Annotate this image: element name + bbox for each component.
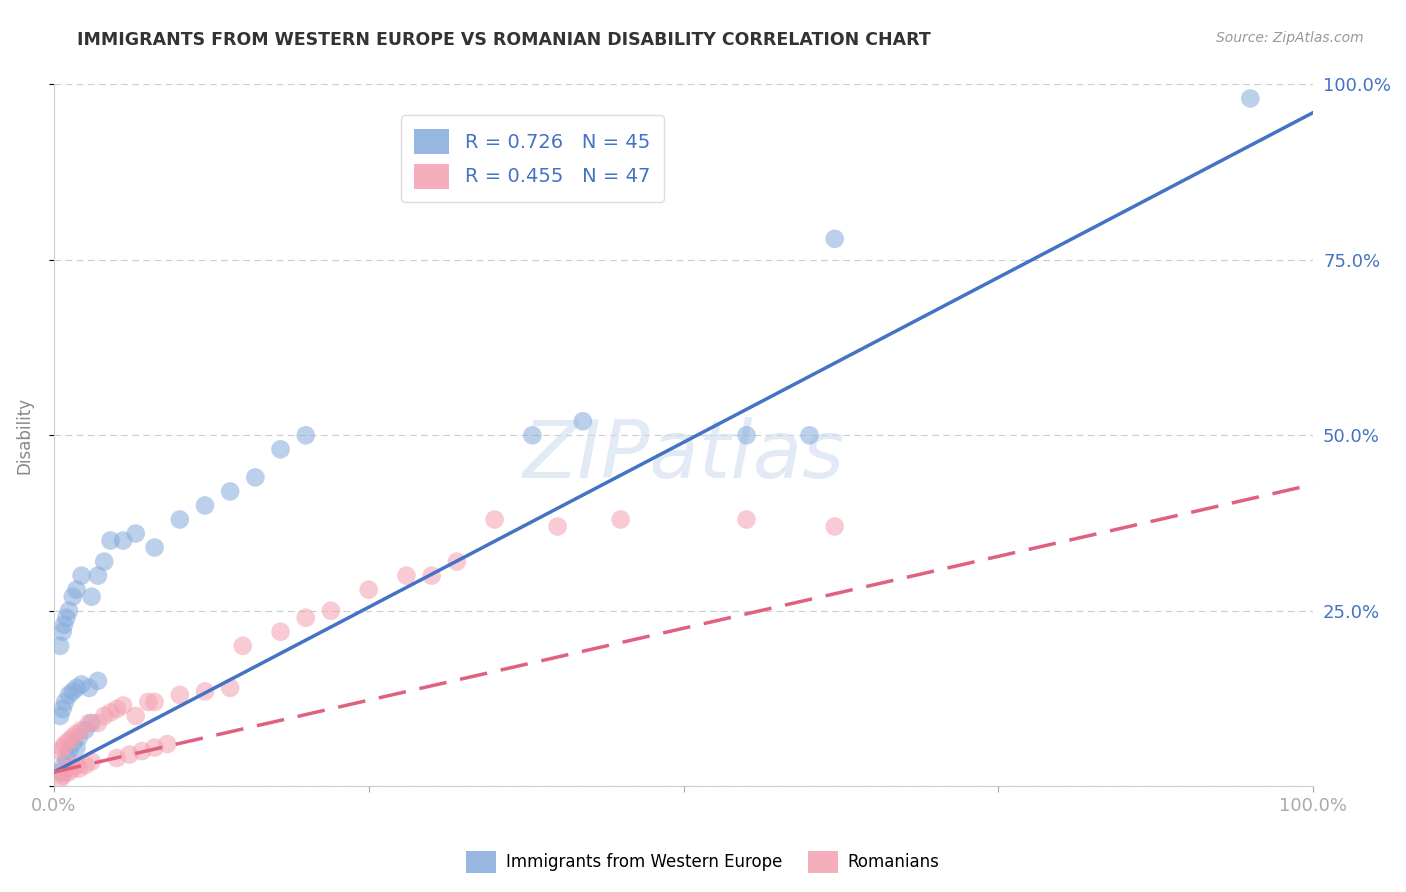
Point xyxy=(131,744,153,758)
Point xyxy=(67,762,90,776)
Point xyxy=(65,681,87,695)
Point xyxy=(75,723,97,737)
Point xyxy=(136,695,159,709)
Point xyxy=(52,702,75,716)
Point xyxy=(446,555,468,569)
Point xyxy=(55,762,77,776)
Point xyxy=(169,512,191,526)
Point xyxy=(156,737,179,751)
Point xyxy=(58,604,80,618)
Point xyxy=(53,695,76,709)
Point xyxy=(53,737,76,751)
Point xyxy=(77,681,100,695)
Point xyxy=(93,709,115,723)
Point xyxy=(735,512,758,526)
Point xyxy=(52,624,75,639)
Point xyxy=(65,582,87,597)
Point xyxy=(609,512,631,526)
Point xyxy=(52,740,75,755)
Point xyxy=(75,758,97,772)
Point xyxy=(1239,91,1261,105)
Point xyxy=(65,726,87,740)
Point xyxy=(420,568,443,582)
Point xyxy=(799,428,821,442)
Point xyxy=(65,758,87,772)
Point xyxy=(143,541,166,555)
Point xyxy=(169,688,191,702)
Point xyxy=(245,470,267,484)
Point xyxy=(735,428,758,442)
Text: IMMIGRANTS FROM WESTERN EUROPE VS ROMANIAN DISABILITY CORRELATION CHART: IMMIGRANTS FROM WESTERN EUROPE VS ROMANI… xyxy=(77,31,931,49)
Point xyxy=(87,568,110,582)
Point xyxy=(62,730,84,744)
Point xyxy=(52,758,75,772)
Point xyxy=(87,673,110,688)
Point xyxy=(112,698,135,713)
Point xyxy=(58,688,80,702)
Point xyxy=(125,709,148,723)
Point xyxy=(70,568,93,582)
Point xyxy=(294,428,316,442)
Point xyxy=(547,519,569,533)
Point xyxy=(58,733,80,747)
Point xyxy=(49,772,72,786)
Point xyxy=(824,232,846,246)
Point xyxy=(143,740,166,755)
Point xyxy=(572,414,595,428)
Point xyxy=(62,684,84,698)
Point xyxy=(219,484,242,499)
Point xyxy=(87,716,110,731)
Point xyxy=(118,747,141,762)
Point xyxy=(49,639,72,653)
Point xyxy=(62,762,84,776)
Legend: Immigrants from Western Europe, Romanians: Immigrants from Western Europe, Romanian… xyxy=(460,845,946,880)
Point xyxy=(194,684,217,698)
Point xyxy=(357,582,380,597)
Point xyxy=(62,737,84,751)
Point xyxy=(125,526,148,541)
Point xyxy=(80,755,103,769)
Y-axis label: Disability: Disability xyxy=(15,397,32,474)
Point xyxy=(294,611,316,625)
Point xyxy=(52,617,75,632)
Point xyxy=(49,744,72,758)
Point xyxy=(319,604,342,618)
Point xyxy=(105,702,128,716)
Point xyxy=(67,730,90,744)
Point xyxy=(58,765,80,780)
Point xyxy=(55,751,77,765)
Point xyxy=(824,519,846,533)
Point xyxy=(80,590,103,604)
Point xyxy=(65,740,87,755)
Point xyxy=(219,681,242,695)
Point xyxy=(112,533,135,548)
Point xyxy=(232,639,254,653)
Point xyxy=(55,611,77,625)
Point xyxy=(484,512,506,526)
Legend: R = 0.726   N = 45, R = 0.455   N = 47: R = 0.726 N = 45, R = 0.455 N = 47 xyxy=(401,115,664,202)
Point xyxy=(143,695,166,709)
Point xyxy=(70,677,93,691)
Point xyxy=(49,765,72,780)
Point xyxy=(93,555,115,569)
Point xyxy=(62,590,84,604)
Point xyxy=(522,428,544,442)
Point xyxy=(58,744,80,758)
Point xyxy=(77,716,100,731)
Point xyxy=(100,533,122,548)
Point xyxy=(80,716,103,731)
Point xyxy=(49,709,72,723)
Text: ZIPatlas: ZIPatlas xyxy=(523,417,845,495)
Point xyxy=(395,568,418,582)
Point xyxy=(105,751,128,765)
Point xyxy=(270,624,292,639)
Text: Source: ZipAtlas.com: Source: ZipAtlas.com xyxy=(1216,31,1364,45)
Point xyxy=(270,442,292,457)
Point xyxy=(52,769,75,783)
Point xyxy=(100,706,122,720)
Point xyxy=(70,723,93,737)
Point xyxy=(194,499,217,513)
Point xyxy=(52,765,75,780)
